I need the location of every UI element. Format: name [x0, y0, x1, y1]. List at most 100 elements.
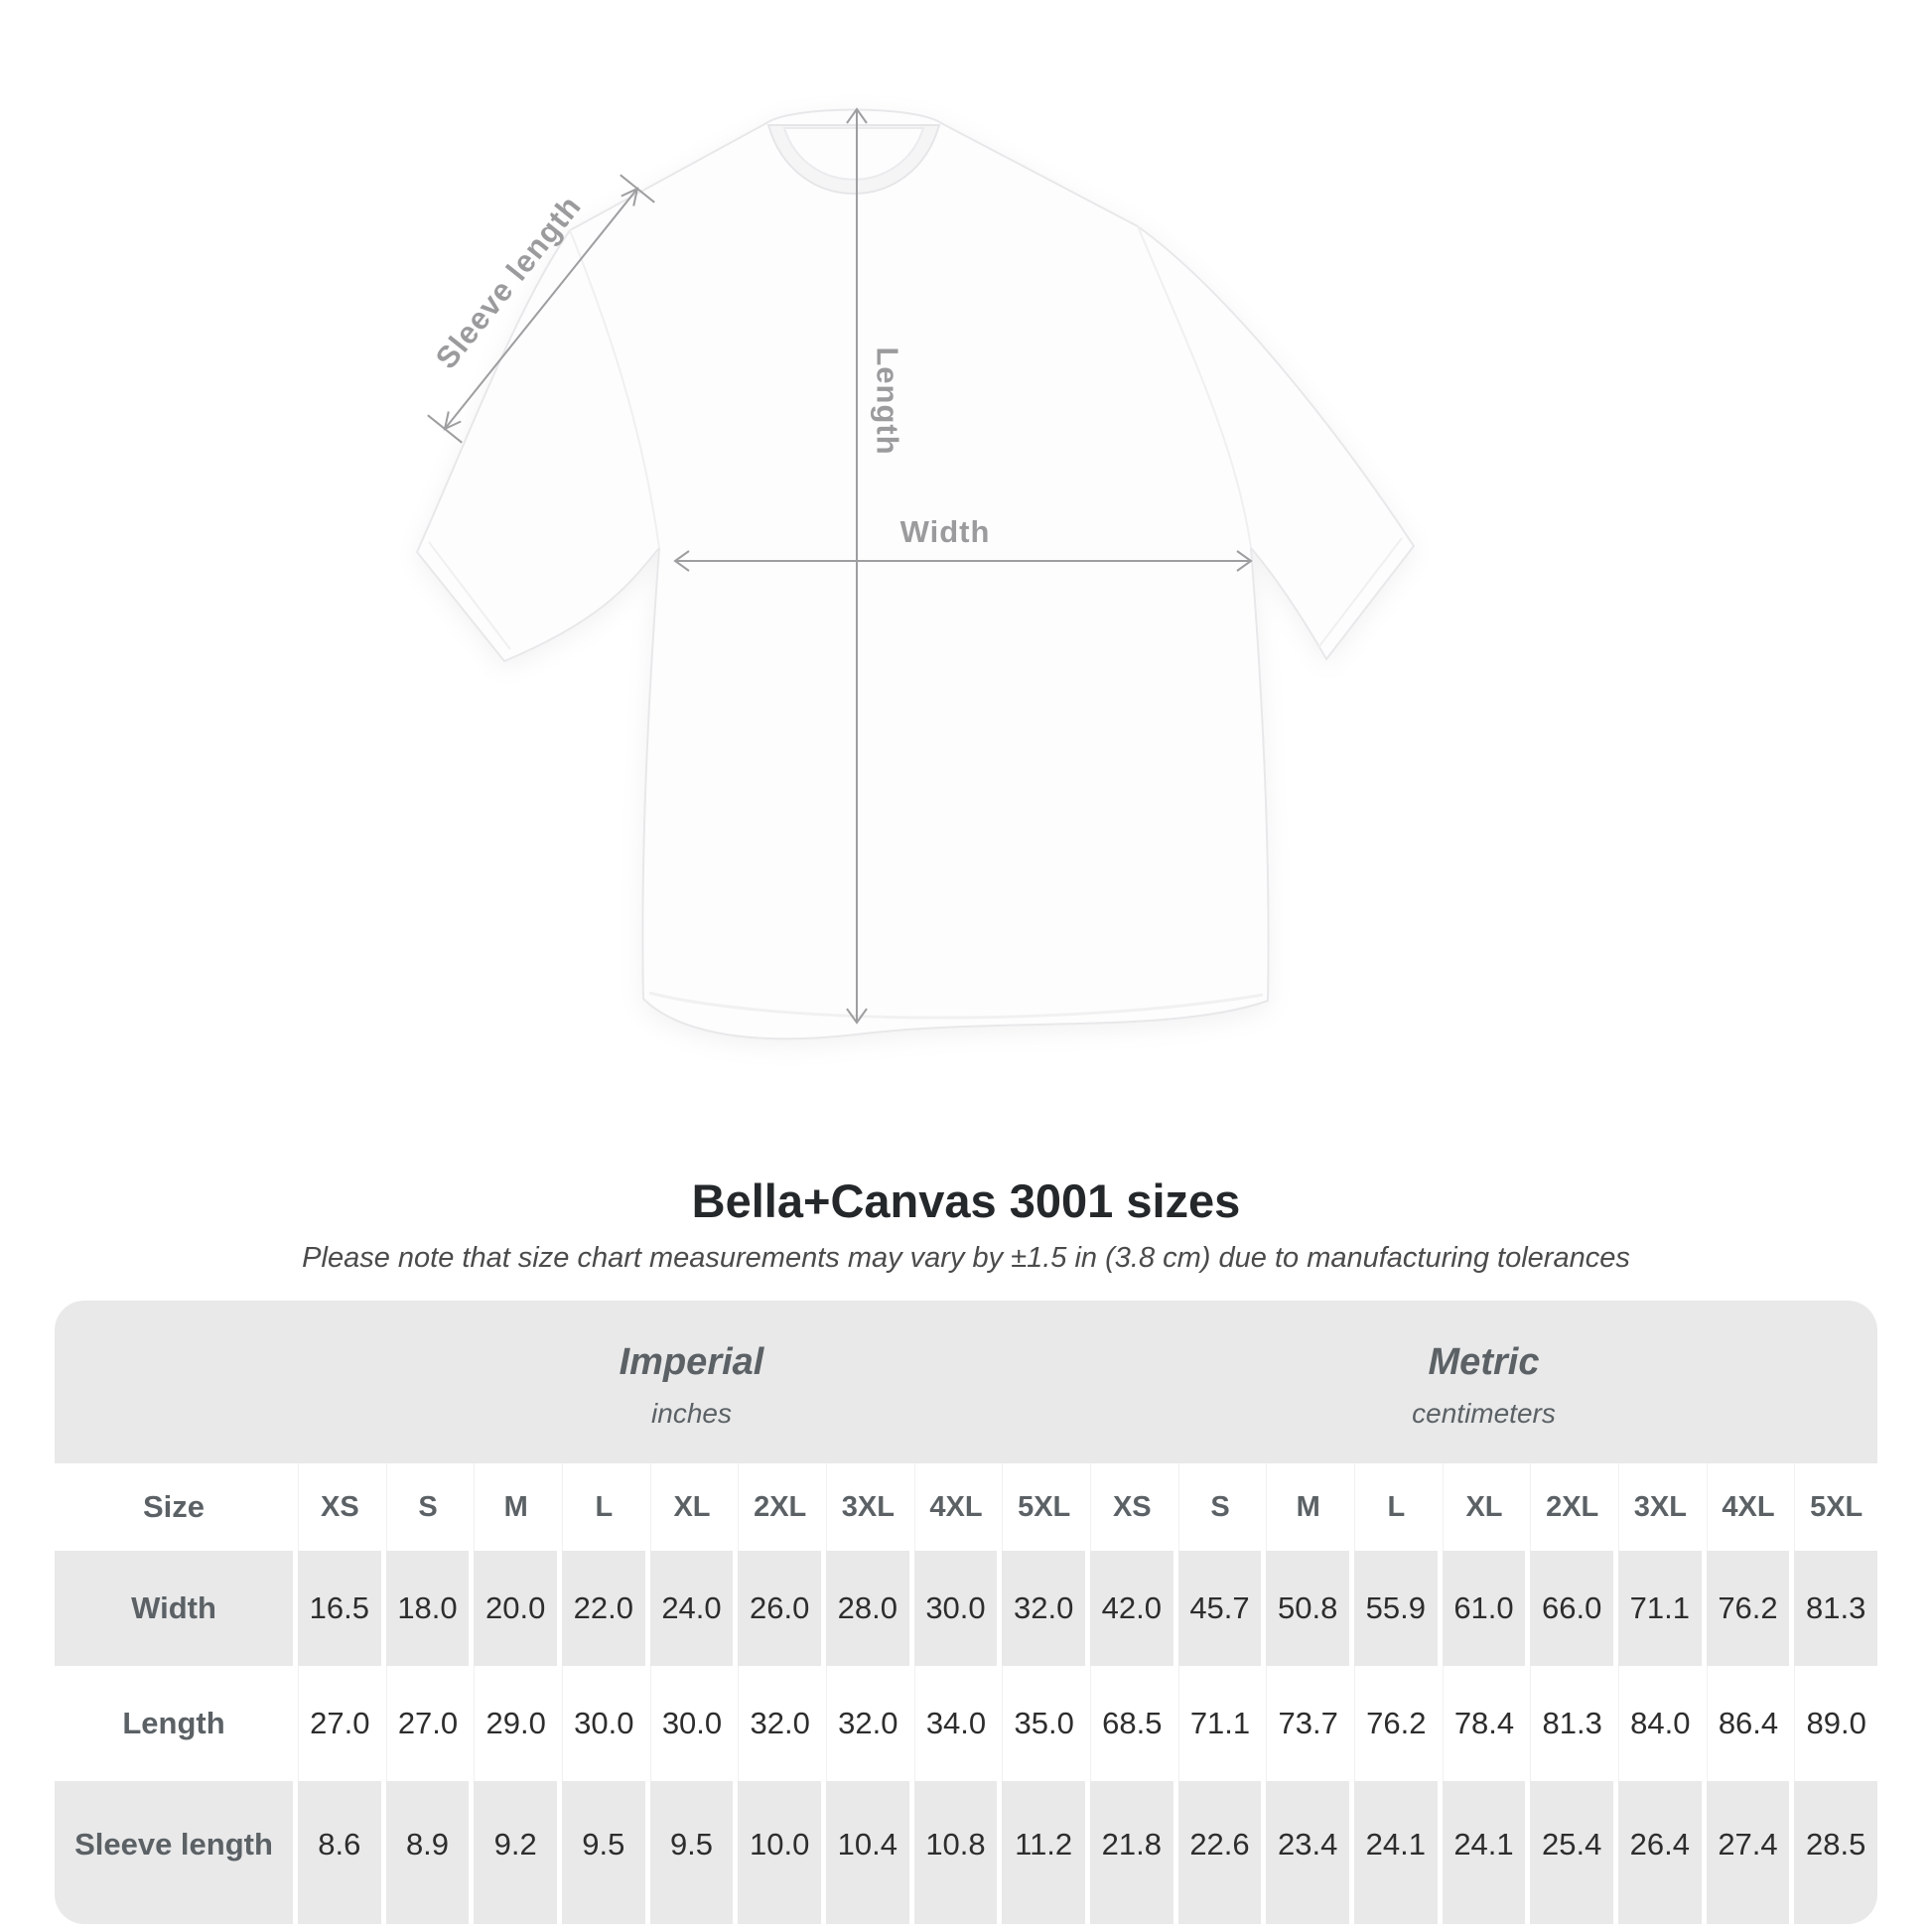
width-value: 24.0 [649, 1551, 734, 1666]
length-label: Length [871, 346, 905, 455]
length-value: 78.4 [1442, 1666, 1526, 1781]
length-value: 81.3 [1530, 1666, 1613, 1781]
unit-group-header: Imperial inches Metric centimeters [55, 1301, 1877, 1463]
size-col-header: XS [1089, 1463, 1173, 1551]
right-armhole-seam [1137, 225, 1252, 549]
width-value: 18.0 [385, 1551, 470, 1666]
size-col-header: 2XL [1530, 1463, 1613, 1551]
width-value: 66.0 [1530, 1551, 1613, 1666]
sleeve-value: 25.4 [1530, 1781, 1613, 1924]
width-label: Width [900, 514, 991, 549]
width-value: 76.2 [1706, 1551, 1790, 1666]
tshirt-diagram-svg: Length Width Sleeve length [416, 107, 1415, 1040]
size-col-header: L [1353, 1463, 1438, 1551]
size-col-header: M [1266, 1463, 1349, 1551]
left-armhole-seam [569, 229, 660, 549]
sleeve-value: 10.4 [825, 1781, 909, 1924]
tshirt-body [416, 108, 1415, 1040]
sleeve-value: 24.1 [1353, 1781, 1438, 1924]
size-col-header: XS [298, 1463, 381, 1551]
sleeve-value: 9.5 [649, 1781, 734, 1924]
size-col-header: L [561, 1463, 645, 1551]
size-col-header: 5XL [1002, 1463, 1085, 1551]
sleeve-value: 8.6 [298, 1781, 381, 1924]
length-row: Length 27.0 27.0 29.0 30.0 30.0 32.0 32.… [55, 1666, 1877, 1781]
size-table: Imperial inches Metric centimeters Size … [55, 1301, 1877, 1924]
imperial-group-header: Imperial inches [298, 1301, 1085, 1463]
sleeve-length-row: Sleeve length 8.6 8.9 9.2 9.5 9.5 10.0 1… [55, 1781, 1877, 1924]
left-cuff-fold [428, 541, 511, 650]
length-value: 73.7 [1266, 1666, 1349, 1781]
size-col-header: 4XL [1706, 1463, 1790, 1551]
width-value: 20.0 [474, 1551, 557, 1666]
metric-group-header: Metric centimeters [1090, 1301, 1877, 1463]
width-value: 50.8 [1266, 1551, 1349, 1666]
right-cuff-fold [1317, 537, 1403, 648]
tolerance-note: Please note that size chart measurements… [302, 1242, 1630, 1274]
size-col-header: 2XL [738, 1463, 821, 1551]
size-col-header: S [385, 1463, 470, 1551]
width-value: 28.0 [825, 1551, 909, 1666]
sleeve-value: 24.1 [1442, 1781, 1526, 1924]
size-col-header: 3XL [1617, 1463, 1702, 1551]
page-title: Bella+Canvas 3001 sizes [691, 1174, 1241, 1227]
size-col-header: M [474, 1463, 557, 1551]
length-value: 34.0 [913, 1666, 998, 1781]
size-col-header: 4XL [913, 1463, 998, 1551]
size-header-row: Size XS S M L XL 2XL 3XL 4XL 5XL XS S M … [55, 1463, 1877, 1551]
width-row: Width 16.5 18.0 20.0 22.0 24.0 26.0 28.0… [55, 1551, 1877, 1666]
metric-label: Metric [1428, 1340, 1540, 1383]
imperial-unit: inches [651, 1397, 732, 1429]
width-value: 45.7 [1177, 1551, 1262, 1666]
length-value: 29.0 [474, 1666, 557, 1781]
width-value: 71.1 [1617, 1551, 1702, 1666]
collar-inner [782, 127, 925, 181]
width-value: 16.5 [298, 1551, 381, 1666]
length-value: 30.0 [561, 1666, 645, 1781]
imperial-label: Imperial [619, 1340, 764, 1383]
sleeve-value: 26.4 [1617, 1781, 1702, 1924]
length-value: 86.4 [1706, 1666, 1790, 1781]
size-col-header: 5XL [1794, 1463, 1877, 1551]
length-value: 32.0 [738, 1666, 821, 1781]
width-value: 30.0 [913, 1551, 998, 1666]
size-col-header: S [1177, 1463, 1262, 1551]
sleeve-value: 27.4 [1706, 1781, 1790, 1924]
sleeve-value: 11.2 [1002, 1781, 1085, 1924]
sleeve-value: 21.8 [1089, 1781, 1173, 1924]
sleeve-row-label: Sleeve length [55, 1781, 293, 1924]
length-row-label: Length [122, 1706, 225, 1740]
size-col-header: 3XL [825, 1463, 909, 1551]
sleeve-value: 9.2 [474, 1781, 557, 1924]
tshirt-illustration [416, 108, 1415, 1040]
sleeve-value: 23.4 [1266, 1781, 1349, 1924]
width-value: 42.0 [1089, 1551, 1173, 1666]
length-value: 84.0 [1617, 1666, 1702, 1781]
width-value: 61.0 [1442, 1551, 1526, 1666]
width-dimension-arrow [673, 550, 1253, 572]
metric-unit: centimeters [1412, 1397, 1556, 1429]
length-value: 35.0 [1002, 1666, 1085, 1781]
sleeve-value: 28.5 [1794, 1781, 1877, 1924]
sleeve-value: 22.6 [1177, 1781, 1262, 1924]
length-value: 30.0 [649, 1666, 734, 1781]
width-value: 32.0 [1002, 1551, 1085, 1666]
sleeve-value: 8.9 [385, 1781, 470, 1924]
length-value: 32.0 [825, 1666, 909, 1781]
length-value: 27.0 [385, 1666, 470, 1781]
tshirt-measurement-diagram: Length Width Sleeve length [416, 107, 1415, 1040]
width-value: 81.3 [1794, 1551, 1877, 1666]
width-value: 55.9 [1353, 1551, 1438, 1666]
size-col-header: XL [1442, 1463, 1526, 1551]
length-value: 76.2 [1353, 1666, 1438, 1781]
size-header-cell: Size [142, 1489, 206, 1524]
size-col-header: XL [649, 1463, 734, 1551]
length-dimension-arrow [846, 107, 868, 1025]
length-value: 71.1 [1177, 1666, 1262, 1781]
sleeve-dimension-arrow [427, 174, 655, 444]
length-value: 89.0 [1794, 1666, 1877, 1781]
hem-shadow [648, 991, 1264, 1020]
sleeve-value: 9.5 [561, 1781, 645, 1924]
sleeve-value: 10.0 [738, 1781, 821, 1924]
